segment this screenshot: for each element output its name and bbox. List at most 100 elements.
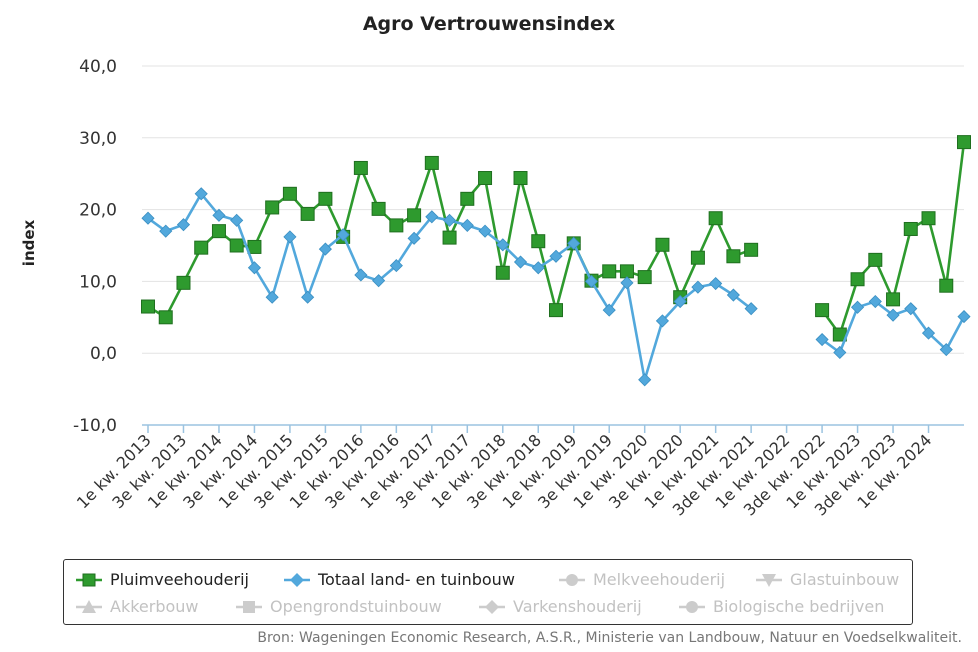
data-point	[301, 290, 315, 304]
data-point	[708, 211, 723, 226]
data-point	[602, 303, 616, 317]
legend-item-varkenshouderij[interactable]: Varkenshouderij	[479, 597, 642, 616]
x-axis	[142, 424, 964, 433]
triangle-up-marker-icon	[76, 599, 102, 613]
gridlines	[142, 65, 964, 426]
data-point	[230, 213, 244, 227]
series-totaal-land-en-tuinbouw	[141, 187, 971, 387]
data-point	[850, 272, 865, 287]
data-point	[389, 259, 403, 273]
data-point	[939, 343, 953, 357]
data-point	[638, 373, 652, 387]
data-point	[921, 326, 936, 340]
data-point	[868, 294, 882, 309]
legend-label: Glastuinbouw	[790, 570, 900, 589]
data-point	[300, 206, 315, 221]
data-point	[726, 249, 741, 264]
chart-title: Agro Vertrouwensindex	[363, 13, 615, 35]
data-point	[549, 249, 563, 263]
data-point	[567, 236, 581, 250]
y-axis-ticks: -10,0 0,0 10,0 20,0 30,0 40,0	[73, 57, 117, 436]
data-point	[460, 191, 475, 206]
data-point	[726, 288, 740, 302]
data-point	[886, 292, 901, 307]
data-point	[247, 261, 262, 275]
data-point	[833, 345, 847, 360]
data-point	[602, 264, 617, 279]
y-axis-label: index	[20, 219, 38, 266]
data-point	[158, 310, 173, 325]
legend-label: Akkerbouw	[110, 597, 199, 616]
data-point	[460, 218, 474, 232]
data-point	[176, 275, 191, 290]
series-group	[141, 135, 971, 387]
data-point	[691, 280, 705, 294]
y-tick-label: -10,0	[73, 416, 117, 436]
legend-label: Totaal land- en tuinbouw	[318, 570, 515, 589]
data-point	[372, 274, 386, 288]
data-point	[141, 299, 155, 314]
legend-label: Opengrondstuinbouw	[270, 597, 442, 616]
legend-label: Varkenshouderij	[513, 597, 642, 616]
data-point	[478, 224, 492, 238]
legend-item-glastuinbouw[interactable]: Glastuinbouw	[756, 570, 899, 589]
circle-marker-icon	[679, 600, 705, 613]
y-tick-label: 0,0	[90, 344, 117, 364]
y-tick-label: 30,0	[79, 129, 117, 149]
data-point	[957, 310, 971, 324]
data-point	[584, 274, 599, 288]
data-point	[637, 270, 652, 285]
data-point	[815, 303, 830, 318]
chart-canvas: Agro Vertrouwensindex index -10,0 0,0 10,0…	[20, 13, 971, 520]
data-point	[495, 265, 510, 280]
legend-item-totaal[interactable]: Totaal land- en tuinbouw	[284, 570, 515, 589]
y-tick-label: 40,0	[79, 57, 117, 77]
data-point	[354, 268, 368, 282]
data-point	[886, 308, 900, 322]
legend-item-melkveehouderij[interactable]: Melkveehouderij	[559, 570, 725, 589]
data-point	[442, 230, 457, 245]
triangle-down-marker-icon	[756, 573, 782, 587]
data-point	[531, 234, 546, 249]
data-point	[318, 191, 333, 206]
data-point	[620, 276, 634, 290]
data-point	[229, 238, 244, 253]
data-point	[815, 332, 829, 347]
data-point	[282, 186, 297, 201]
legend-item-opengrondstuinbouw[interactable]: Opengrondstuinbouw	[236, 597, 442, 616]
data-point	[549, 303, 563, 318]
source-note: Bron: Wageningen Economic Research, A.S.…	[257, 630, 962, 646]
legend-label: Melkveehouderij	[593, 570, 726, 589]
data-point	[407, 208, 422, 223]
data-point	[194, 240, 209, 255]
diamond-marker-icon	[479, 599, 505, 614]
data-point	[478, 171, 493, 186]
data-point	[141, 211, 155, 225]
data-point	[442, 213, 457, 227]
series-pluimveehouderij	[141, 135, 971, 342]
legend-item-pluimveehouderij[interactable]: Pluimveehouderij	[76, 570, 249, 589]
legend-item-biologische-bedrijven[interactable]: Biologische bedrijven	[679, 597, 884, 616]
data-point	[212, 208, 226, 222]
data-point	[868, 252, 883, 267]
data-point	[619, 264, 634, 279]
data-point	[744, 302, 758, 316]
data-point	[957, 135, 971, 150]
square-marker-icon	[76, 573, 102, 586]
legend-item-akkerbouw[interactable]: Akkerbouw	[76, 597, 199, 616]
data-point	[513, 255, 528, 269]
legend: Pluimveehouderij Totaal land- en tuinbou…	[63, 559, 913, 625]
data-point	[159, 224, 173, 238]
data-point	[389, 218, 404, 233]
data-point	[655, 237, 670, 252]
data-point	[673, 294, 687, 309]
diamond-marker-icon	[284, 572, 310, 587]
data-point	[265, 200, 280, 215]
data-point	[318, 242, 332, 256]
data-point	[513, 171, 528, 186]
y-tick-label: 10,0	[79, 272, 117, 292]
data-point	[211, 224, 226, 239]
legend-label: Pluimveehouderij	[110, 570, 249, 589]
y-tick-label: 20,0	[79, 201, 117, 221]
